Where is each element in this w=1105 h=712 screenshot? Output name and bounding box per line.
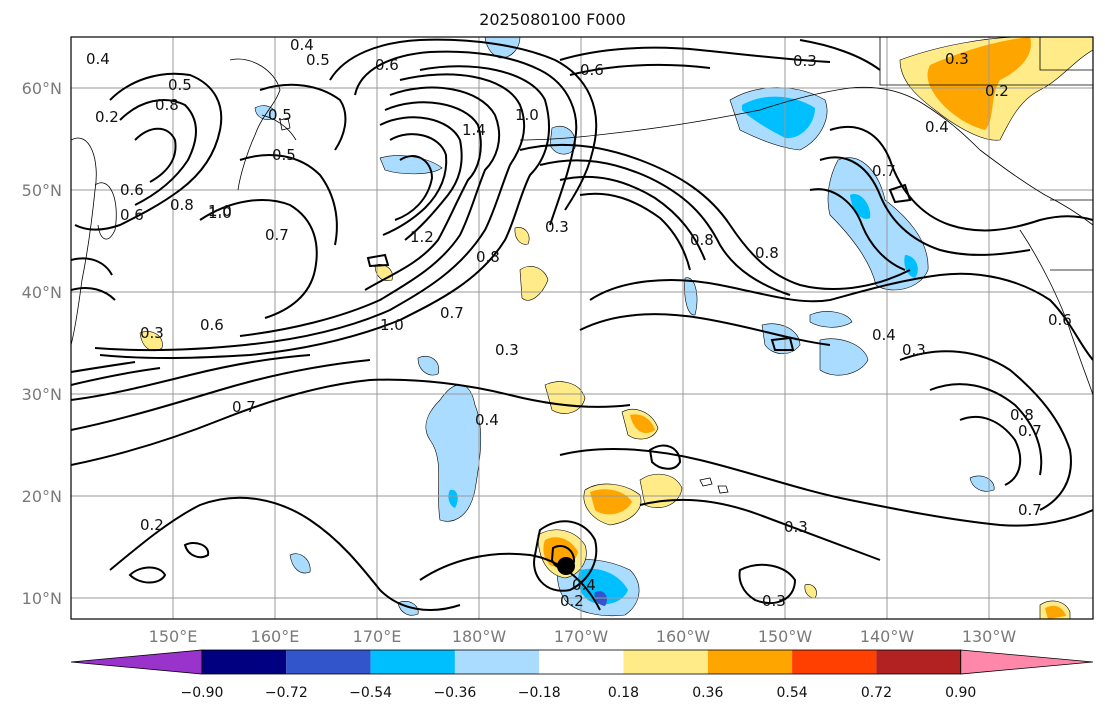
colorbar-tick-label: 0.54: [777, 685, 808, 701]
lon-tick-label: 150°E: [149, 627, 198, 646]
colorbar-tick-label: 0.18: [608, 685, 639, 701]
contour-label: 0.3: [140, 324, 164, 342]
colorbar-segment: [454, 650, 540, 674]
contour-label: 0.4: [872, 326, 896, 344]
shaded-negative-regions: [254, 37, 995, 616]
contour-label: 0.8: [170, 196, 194, 214]
colorbar: −0.90 −0.72 −0.54 −0.36 −0.18 0.18 0.36 …: [70, 649, 1094, 701]
colorbar-segment: [539, 650, 624, 674]
contour-label: 0.7: [265, 226, 289, 244]
contour-label: 0.3: [793, 52, 817, 70]
lon-tick-label: 150°W: [758, 627, 813, 646]
contour-label: 0.8: [1010, 406, 1034, 424]
lon-tick-label: 170°W: [554, 627, 609, 646]
contour-label: 0.6: [1048, 311, 1072, 329]
contour-label: 0.3: [545, 218, 569, 236]
contour-label: 1.0: [380, 316, 404, 334]
contour-label: 0.8: [755, 244, 779, 262]
colorbar-tick-label: 0.72: [861, 685, 892, 701]
contour-label: 0.3: [945, 50, 969, 68]
contour-label: 1.0: [515, 106, 539, 124]
map-content: 0.4 0.5 0.6 0.7 0.3 0.5 0.4 0.6 0.8 1.0 …: [71, 36, 1093, 619]
lat-tick-label: 20°N: [22, 487, 62, 506]
map-frame: [70, 36, 1094, 620]
colorbar-tick-label: −0.36: [433, 685, 476, 701]
contour-label: 0.2: [560, 592, 584, 610]
colorbar-tick-label: −0.54: [349, 685, 392, 701]
lon-tick-label: 180°W: [452, 627, 507, 646]
map-title: 2025080100 F000: [479, 10, 626, 29]
contour-label: 0.8: [155, 96, 179, 114]
lat-tick-label: 50°N: [22, 181, 62, 200]
contour-label: 0.7: [440, 304, 464, 322]
colorbar-segment: [792, 650, 877, 674]
contour-label: 0.4: [925, 118, 949, 136]
contour-label: 0.3: [902, 341, 926, 359]
contour-label: 0.4: [572, 576, 596, 594]
contour-label: 0.5: [306, 51, 330, 69]
contour-label: 0.5: [268, 106, 292, 124]
lat-tick-label: 60°N: [22, 79, 62, 98]
lon-tick-label: 140°W: [860, 627, 915, 646]
contour-label: 0.6: [120, 206, 144, 224]
contour-label: 0.8: [690, 231, 714, 249]
colorbar-segment: [623, 650, 708, 674]
colorbar-tick-label: −0.18: [518, 685, 561, 701]
latitude-axis: 60°N 50°N 40°N 30°N 20°N 10°N: [22, 79, 62, 608]
contour-label: 0.2: [140, 516, 164, 534]
contour-labels: 0.4 0.5 0.6 0.7 0.3 0.5 0.4 0.6 0.8 1.0 …: [86, 36, 1072, 610]
colorbar-segment: [876, 650, 961, 674]
contour-label: 1.4: [462, 121, 486, 139]
contour-label: 1.0: [208, 204, 232, 222]
colorbar-tick-label: 0.90: [945, 685, 976, 701]
contour-label: 0.3: [495, 341, 519, 359]
contour-label: 0.4: [475, 411, 499, 429]
contour-label: 1.0: [208, 202, 232, 220]
contour-label: 0.2: [95, 108, 119, 126]
lon-tick-label: 160°W: [656, 627, 711, 646]
contour-label: 0.7: [1018, 501, 1042, 519]
contour-label: 0.8: [476, 248, 500, 266]
coastlines: [71, 37, 1093, 494]
contour-label: 1.2: [410, 228, 434, 246]
longitude-axis: 150°E 160°E 170°E 180°W 170°W 160°W 150°…: [149, 627, 1017, 646]
colorbar-extend-min: [70, 649, 203, 675]
colorbar-tick-label: −0.90: [181, 685, 224, 701]
contour-label: 0.3: [784, 518, 808, 536]
lon-tick-label: 160°E: [251, 627, 300, 646]
colorbar-tick-label: −0.72: [265, 685, 308, 701]
contour-label: 0.5: [272, 146, 296, 164]
colorbar-segment: [202, 650, 287, 674]
contour-label: 0.5: [168, 76, 192, 94]
contour-label: 0.6: [580, 61, 604, 79]
contour-label: 0.6: [200, 316, 224, 334]
contour-label: 0.3: [762, 592, 786, 610]
lon-tick-label: 170°E: [353, 627, 402, 646]
lat-tick-label: 40°N: [22, 283, 62, 302]
lon-tick-label: 130°W: [962, 627, 1017, 646]
contour-label: 0.2: [985, 82, 1009, 100]
colorbar-extend-max: [960, 649, 1094, 675]
colorbar-tick-label: 0.36: [692, 685, 723, 701]
cyclone-marker: [557, 557, 575, 575]
contour-label: 0.6: [120, 181, 144, 199]
contour-label: 0.7: [1018, 422, 1042, 440]
contour-label: 0.4: [86, 50, 110, 68]
contour-lines: [71, 38, 1093, 611]
contour-label: 0.7: [872, 162, 896, 180]
colorbar-segment: [370, 650, 455, 674]
colorbar-segment: [707, 650, 793, 674]
colorbar-segment: [286, 650, 371, 674]
lat-tick-label: 10°N: [22, 589, 62, 608]
contour-label: 0.7: [232, 398, 256, 416]
lat-tick-label: 30°N: [22, 385, 62, 404]
contour-label: 0.4: [290, 36, 314, 54]
contour-label: 0.6: [375, 56, 399, 74]
